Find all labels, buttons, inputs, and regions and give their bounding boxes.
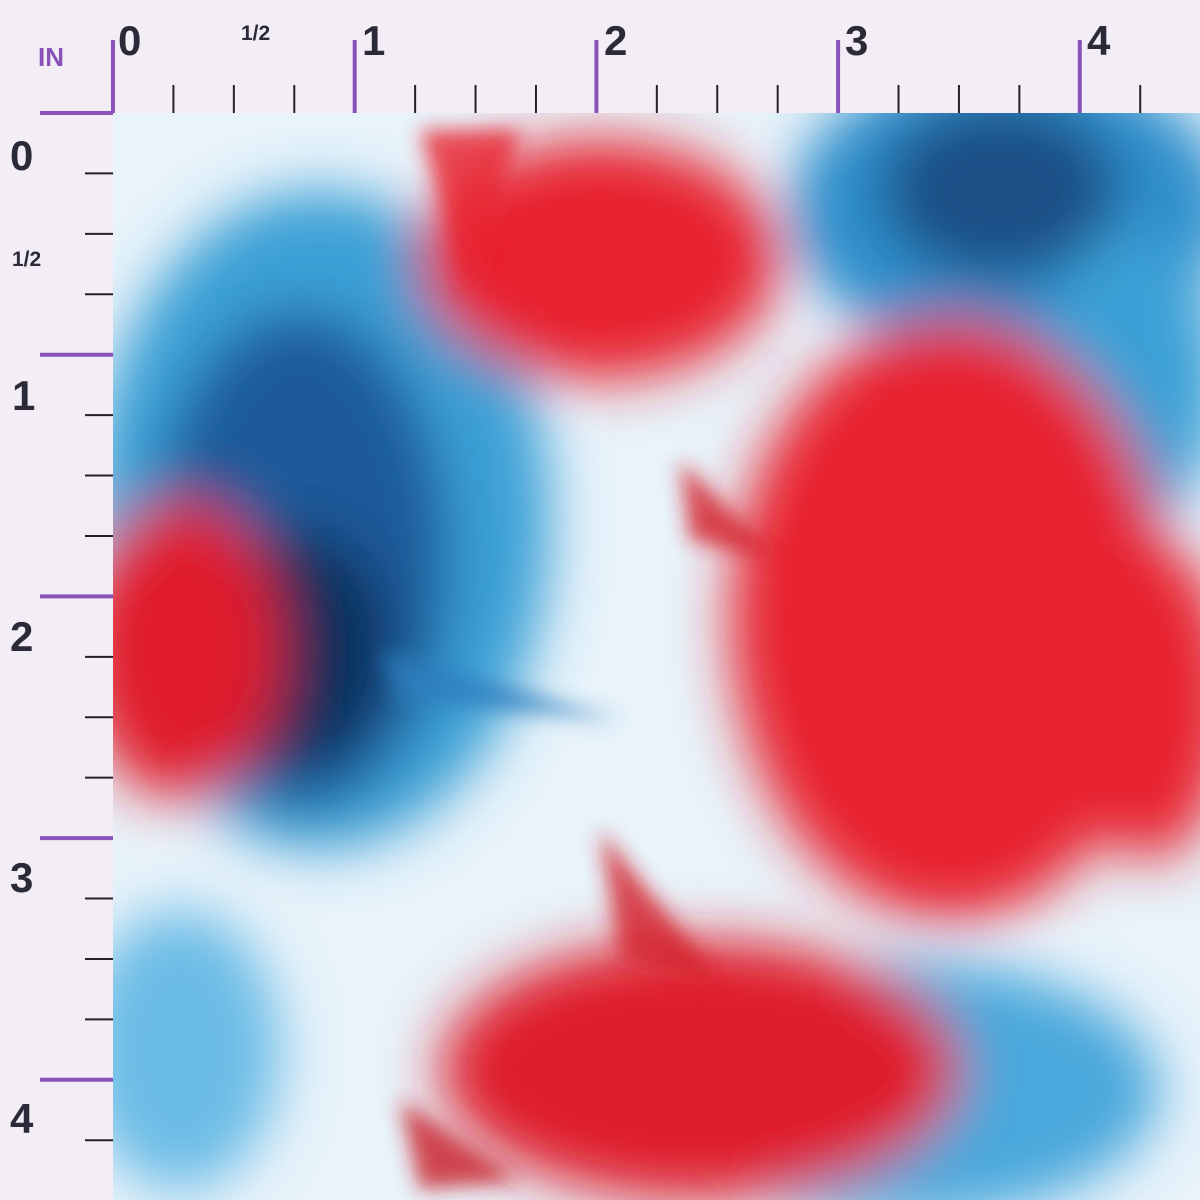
top-label: 2: [604, 17, 627, 64]
ruler: IN 0 1/2 1 2 3 4 0 1/2 1 2 3 4: [10, 17, 1142, 1142]
unit-label: IN: [38, 42, 64, 72]
top-label: 4: [1087, 17, 1111, 64]
top-label: 1/2: [241, 22, 270, 45]
top-label: 0: [118, 17, 141, 64]
left-label: 0: [10, 132, 33, 179]
left-label: 3: [10, 854, 33, 901]
top-label: 1: [362, 17, 385, 64]
left-label: 1: [12, 372, 35, 419]
left-label: 4: [10, 1095, 34, 1142]
ticks: [40, 40, 1142, 1142]
left-label: 2: [10, 613, 33, 660]
left-label: 1/2: [12, 248, 41, 271]
top-label: 3: [845, 17, 868, 64]
tie-dye-pattern: [113, 113, 1200, 1200]
